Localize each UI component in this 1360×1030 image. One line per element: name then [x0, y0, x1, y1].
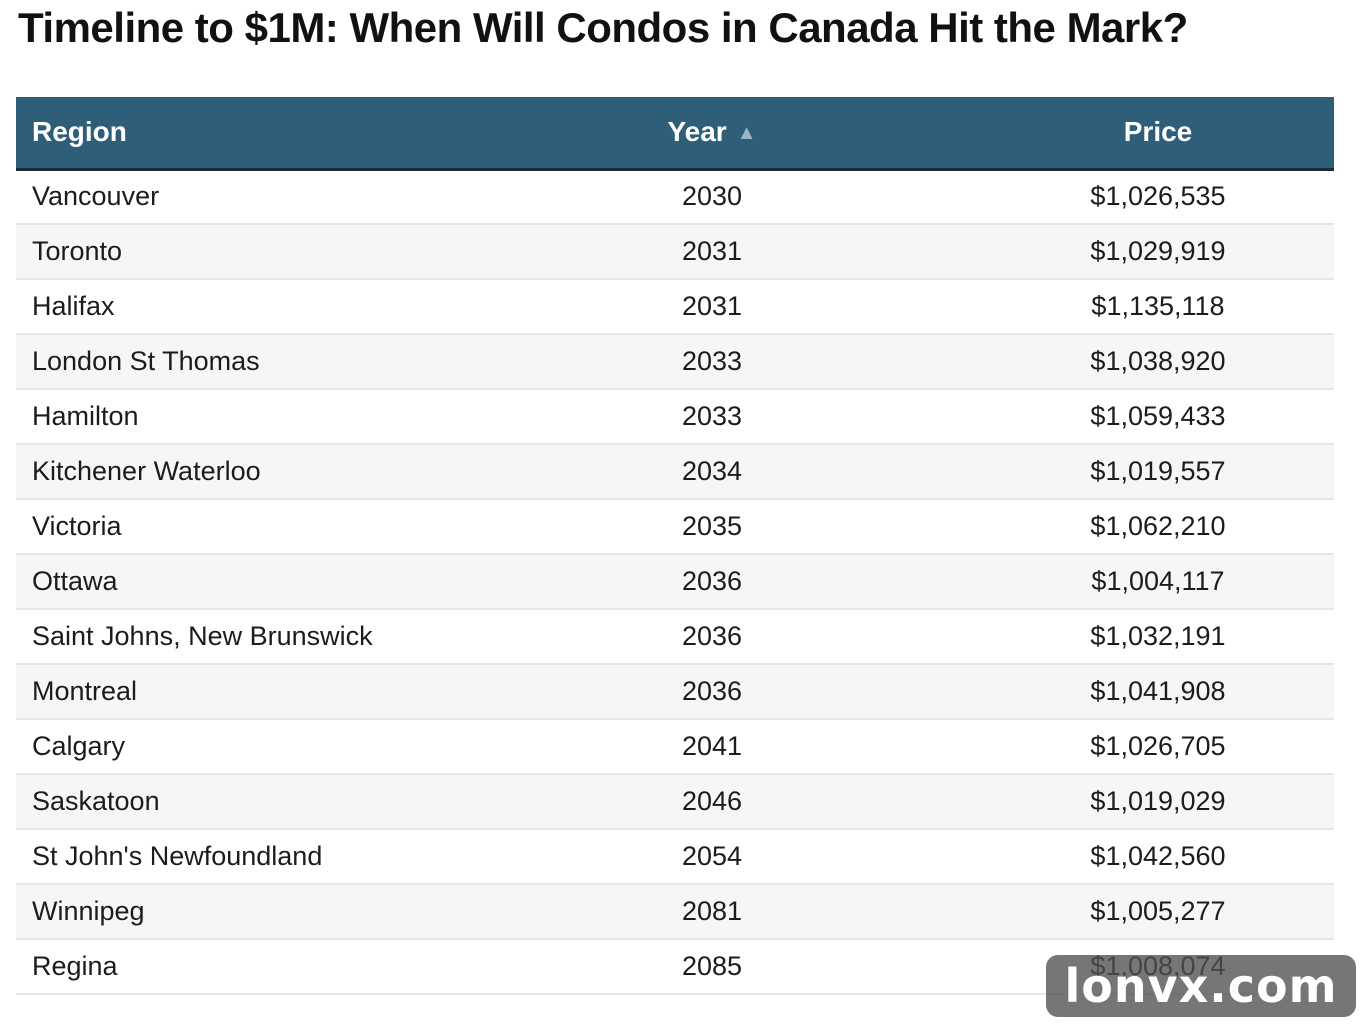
table-cell-price: $1,005,277 [982, 884, 1334, 940]
table-row: Saint Johns, New Brunswick 2036 $1,032,191 [16, 609, 1334, 665]
table-cell-year: 2041 [442, 719, 982, 775]
table-row: Halifax 2031 $1,135,118 [16, 279, 1334, 335]
table-cell-year: 2046 [442, 774, 982, 830]
table-cell-price: $1,032,191 [982, 609, 1334, 665]
table-cell-region: Montreal [16, 664, 442, 720]
table-cell-region: Hamilton [16, 389, 442, 445]
table-row: Saskatoon 2046 $1,019,029 [16, 774, 1334, 830]
table-cell-price: $1,029,919 [982, 224, 1334, 280]
table-cell-price: $1,019,557 [982, 444, 1334, 500]
table-cell-region: Toronto [16, 224, 442, 280]
table-row: Montreal 2036 $1,041,908 [16, 664, 1334, 720]
table-cell-region: Ottawa [16, 554, 442, 610]
table-cell-price: $1,004,117 [982, 554, 1334, 610]
table-cell-region: St John's Newfoundland [16, 829, 442, 885]
table-row: Ottawa 2036 $1,004,117 [16, 554, 1334, 610]
table-cell-price: $1,042,560 [982, 829, 1334, 885]
sort-ascending-icon[interactable]: ▲ [736, 122, 757, 145]
table-cell-year: 2030 [442, 169, 982, 225]
table-cell-year: 2036 [442, 664, 982, 720]
table-row: Hamilton 2033 $1,059,433 [16, 389, 1334, 445]
table-row: Victoria 2035 $1,062,210 [16, 499, 1334, 555]
table-cell-region: Saskatoon [16, 774, 442, 830]
table-body: Vancouver 2030 $1,026,535 Toronto 2031 $1,029… [16, 169, 1334, 995]
table-cell-region: Saint Johns, New Brunswick [16, 609, 442, 665]
table-cell-year: 2033 [442, 389, 982, 445]
table-row: Winnipeg 2081 $1,005,277 [16, 884, 1334, 940]
column-header-region[interactable]: Region [16, 97, 442, 171]
table-row: Toronto 2031 $1,029,919 [16, 224, 1334, 280]
table-cell-region: Regina [16, 939, 442, 995]
table-cell-price: $1,026,535 [982, 169, 1334, 225]
table-cell-price: $1,026,705 [982, 719, 1334, 775]
column-header-region-label: Region [32, 116, 127, 148]
table-cell-region: London St Thomas [16, 334, 442, 390]
header-row: Region Year ▲ Price [16, 97, 1334, 171]
table-cell-price: $1,135,118 [982, 279, 1334, 335]
table-cell-region: Winnipeg [16, 884, 442, 940]
table-cell-year: 2031 [442, 279, 982, 335]
table-cell-year: 2036 [442, 554, 982, 610]
table-row: Kitchener Waterloo 2034 $1,019,557 [16, 444, 1334, 500]
table-cell-year: 2036 [442, 609, 982, 665]
table-row: St John's Newfoundland 2054 $1,042,560 [16, 829, 1334, 885]
table-cell-price: $1,062,210 [982, 499, 1334, 555]
table-cell-year: 2033 [442, 334, 982, 390]
table-cell-year: 2085 [442, 939, 982, 995]
column-header-price-label: Price [1123, 116, 1193, 148]
watermark: lonvx.com [1046, 955, 1356, 1017]
table-cell-year: 2054 [442, 829, 982, 885]
table-cell-year: 2081 [442, 884, 982, 940]
table-cell-price: $1,019,029 [982, 774, 1334, 830]
table-cell-region: Vancouver [16, 169, 442, 225]
table-row: Calgary 2041 $1,026,705 [16, 719, 1334, 775]
table-cell-region: Kitchener Waterloo [16, 444, 442, 500]
page-title: Timeline to $1M: When Will Condos in Can… [18, 4, 1188, 51]
table-cell-region: Victoria [16, 499, 442, 555]
table-cell-year: 2034 [442, 444, 982, 500]
table-row: Vancouver 2030 $1,026,535 [16, 169, 1334, 225]
table-cell-price: $1,041,908 [982, 664, 1334, 720]
table-cell-price: $1,059,433 [982, 389, 1334, 445]
table-row: London St Thomas 2033 $1,038,920 [16, 334, 1334, 390]
table-cell-price: $1,038,920 [982, 334, 1334, 390]
table-header: Region Year ▲ Price [16, 97, 1334, 171]
table-cell-year: 2031 [442, 224, 982, 280]
column-header-year-label: Year [667, 116, 727, 148]
table-cell-year: 2035 [442, 499, 982, 555]
table-cell-region: Calgary [16, 719, 442, 775]
column-header-price[interactable]: Price [982, 97, 1334, 171]
data-table: Region Year ▲ Price Vancouver 2030 $1,026,5… [16, 97, 1334, 995]
table-cell-region: Halifax [16, 279, 442, 335]
column-header-year[interactable]: Year ▲ [442, 97, 982, 171]
